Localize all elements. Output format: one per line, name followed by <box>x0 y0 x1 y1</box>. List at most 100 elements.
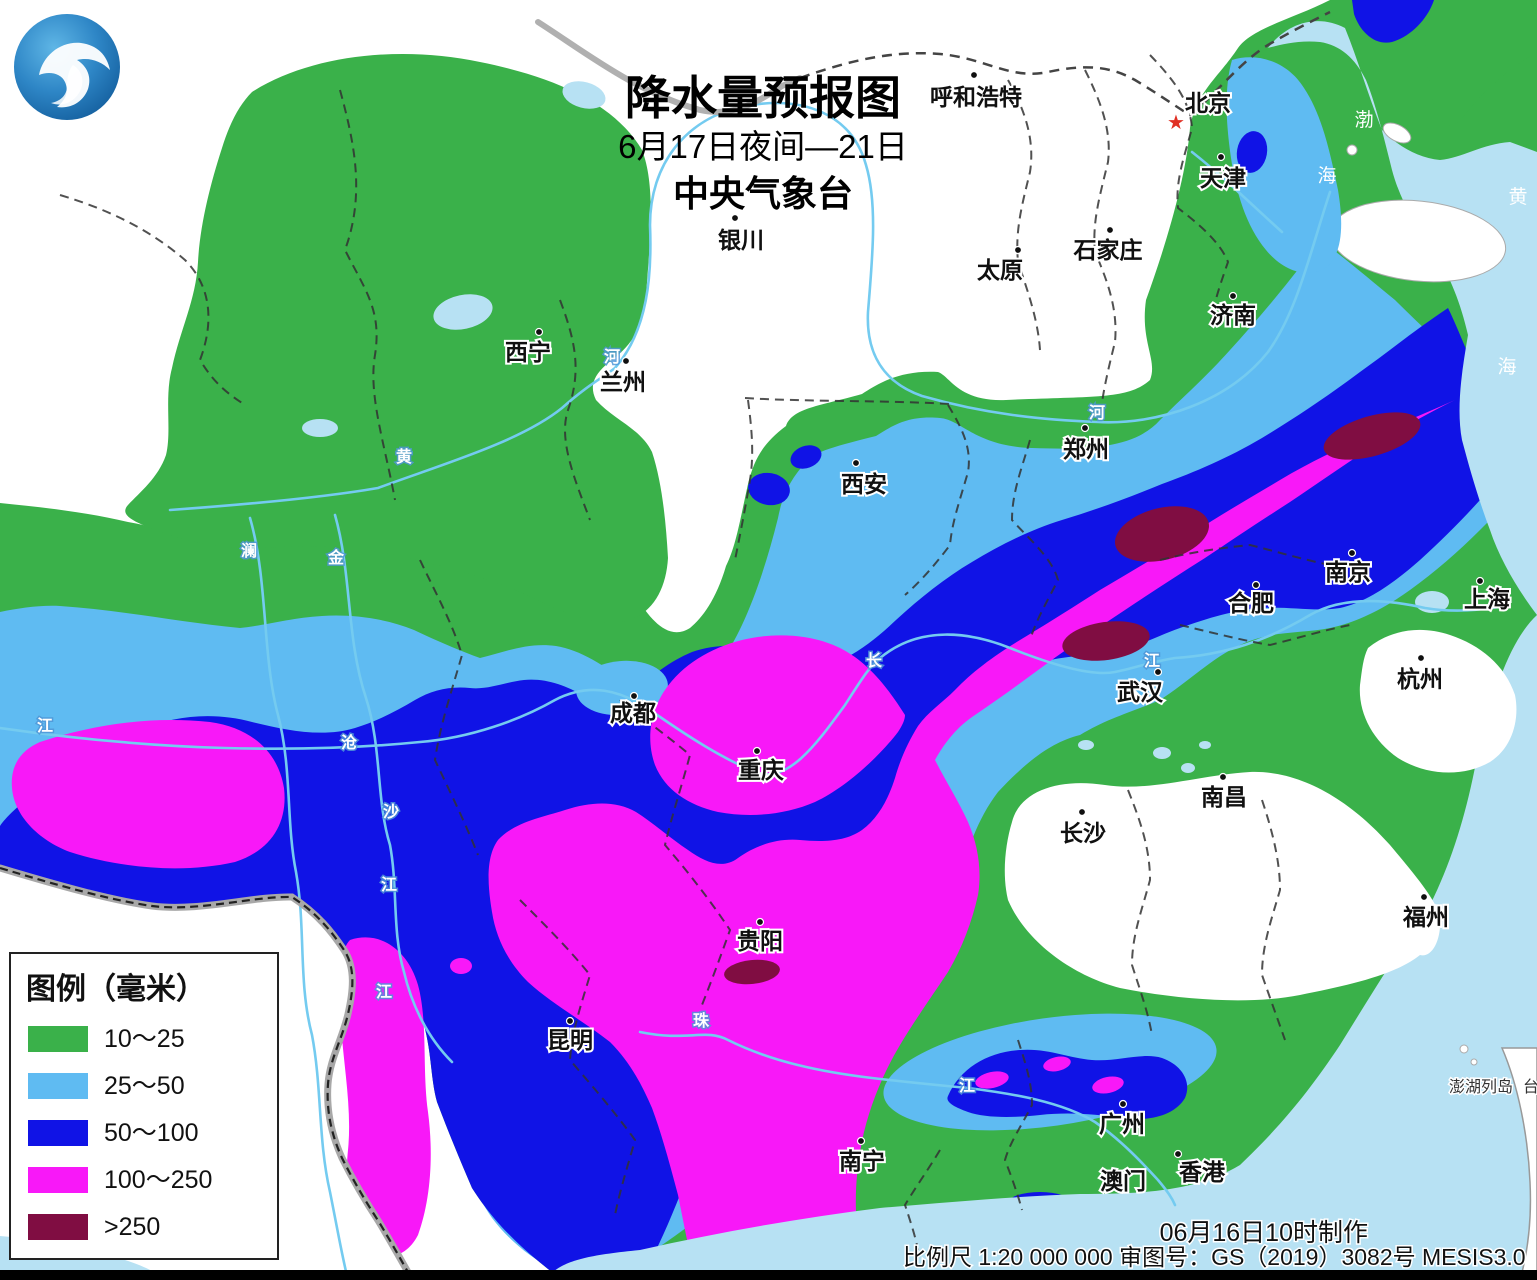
legend-label: 10～25 <box>104 1025 185 1053</box>
river-label: 河 <box>604 347 620 366</box>
city-dot <box>1105 225 1115 235</box>
sea-label: 海 <box>1317 165 1336 187</box>
island-labels: 澎湖列岛台 <box>1447 1077 1537 1098</box>
city-label: 石家庄 <box>1073 237 1143 263</box>
map-title: 降水量预报图 <box>625 72 901 124</box>
city-dot <box>1416 653 1426 663</box>
band-magenta-100-250 <box>11 400 1456 1280</box>
city-label: 西安 <box>841 471 887 497</box>
river-label: 沧 <box>341 733 357 752</box>
city-label: 武汉 <box>1117 679 1164 705</box>
river-label: 河 <box>1089 403 1105 422</box>
scale-text: 比例尺 1:20 000 000 审图号：GS（2019）3082号 MESIS… <box>903 1244 1526 1270</box>
legend-swatch <box>28 1214 88 1240</box>
city-dot <box>1013 245 1023 255</box>
city-label: 南昌 <box>1201 784 1247 810</box>
title-block: 降水量预报图 6月17日夜间—21日 中央气象台 <box>618 72 908 214</box>
city-dot <box>1077 807 1087 817</box>
city-label: 澳门 <box>1100 1168 1146 1194</box>
river-label: 珠 <box>693 1011 710 1030</box>
city-dot <box>565 1016 575 1026</box>
river-label: 江 <box>1144 652 1160 670</box>
mongolia-border <box>535 19 803 115</box>
cma-logo-tail <box>51 65 83 105</box>
city-dot <box>1347 548 1357 558</box>
jinsha-river <box>333 513 454 1064</box>
band-maroon-gt-250 <box>724 412 1421 985</box>
sea-label: 渤 <box>1354 109 1373 131</box>
capital-star-icon: ★ <box>1167 112 1185 134</box>
river-label: 沙 <box>383 803 399 821</box>
legend-title: 图例（毫米） <box>26 972 206 1006</box>
liaodong-green <box>1422 0 1537 126</box>
city-label: 杭州 <box>1397 666 1443 692</box>
hai-river <box>1190 150 1284 234</box>
qinghai-lake <box>433 294 493 330</box>
lancang-river <box>248 516 350 1280</box>
city-label: 呼和浩特 <box>930 84 1022 110</box>
city-label: 济南 <box>1210 302 1256 328</box>
city-label: 香港 <box>1179 1159 1226 1185</box>
legend-label: >250 <box>104 1213 160 1241</box>
sea-label: 海 <box>1497 356 1516 378</box>
pearl-river <box>638 1030 1177 1207</box>
legend-swatch <box>28 1073 88 1099</box>
city-dot <box>1153 667 1163 677</box>
city-label: 长沙 <box>1060 820 1106 846</box>
city-label: 西宁 <box>505 339 551 365</box>
province-borders <box>59 54 1351 1251</box>
rivers <box>0 101 1507 1280</box>
city-label: 合肥 <box>1228 590 1274 616</box>
river-label: 江 <box>376 983 392 1001</box>
no-rain-pockets <box>1004 122 1537 1280</box>
river-label: 金 <box>327 548 345 567</box>
city-label: 成都 <box>610 700 656 726</box>
city-label: 昆明 <box>547 1027 593 1053</box>
legend: 图例（毫米） 10～25 25～50 50～100 100～250 >250 <box>9 952 279 1260</box>
city-dot <box>1475 576 1485 586</box>
yellow-river <box>168 101 1332 512</box>
legend-swatch <box>28 1167 88 1193</box>
river-label: 黄 <box>396 447 412 466</box>
legend-rows: 10～25 25～50 50～100 100～250 >250 <box>28 1025 212 1241</box>
bohai-yellow-sea <box>1268 21 1537 615</box>
national-borders <box>0 10 1331 1278</box>
city-dot <box>752 746 762 756</box>
city-label: 南宁 <box>839 1148 885 1174</box>
city-dot <box>1228 291 1238 301</box>
city-label: 兰州 <box>600 369 646 395</box>
city-label: 天津 <box>1200 165 1246 191</box>
lakes <box>302 81 1449 773</box>
city-label: 福州 <box>1402 904 1449 930</box>
river-label: 江 <box>959 1077 975 1095</box>
city-dot <box>1173 1149 1183 1159</box>
river-label: 江 <box>381 876 397 894</box>
city-label: 银川 <box>718 227 764 253</box>
river-label: 长 <box>866 651 883 670</box>
island-label: 澎湖列岛 <box>1449 1078 1513 1096</box>
map-org: 中央气象台 <box>673 173 853 214</box>
city-label: 广州 <box>1099 1111 1145 1137</box>
river-label: 澜 <box>241 541 257 560</box>
city-dot <box>1216 152 1226 162</box>
bottom-bar <box>0 1270 1537 1280</box>
legend-label: 25～50 <box>104 1072 185 1100</box>
cma-logo <box>14 14 120 120</box>
city-label: 上海 <box>1464 586 1510 612</box>
footer: 06月16日10时制作 比例尺 1:20 000 000 审图号：GS（2019… <box>902 1218 1528 1272</box>
legend-box <box>9 952 279 1260</box>
city-dot <box>851 458 861 468</box>
map-subtitle: 6月17日夜间—21日 <box>618 128 908 165</box>
city-label: 南京 <box>1325 559 1371 585</box>
city-dot <box>856 1136 866 1146</box>
northeast-patches <box>1226 0 1537 273</box>
legend-label: 100～250 <box>104 1166 212 1194</box>
city-dot <box>534 327 544 337</box>
east-south-china-sea <box>545 615 1537 1280</box>
city-dot <box>1251 580 1261 590</box>
legend-swatch <box>28 1120 88 1146</box>
